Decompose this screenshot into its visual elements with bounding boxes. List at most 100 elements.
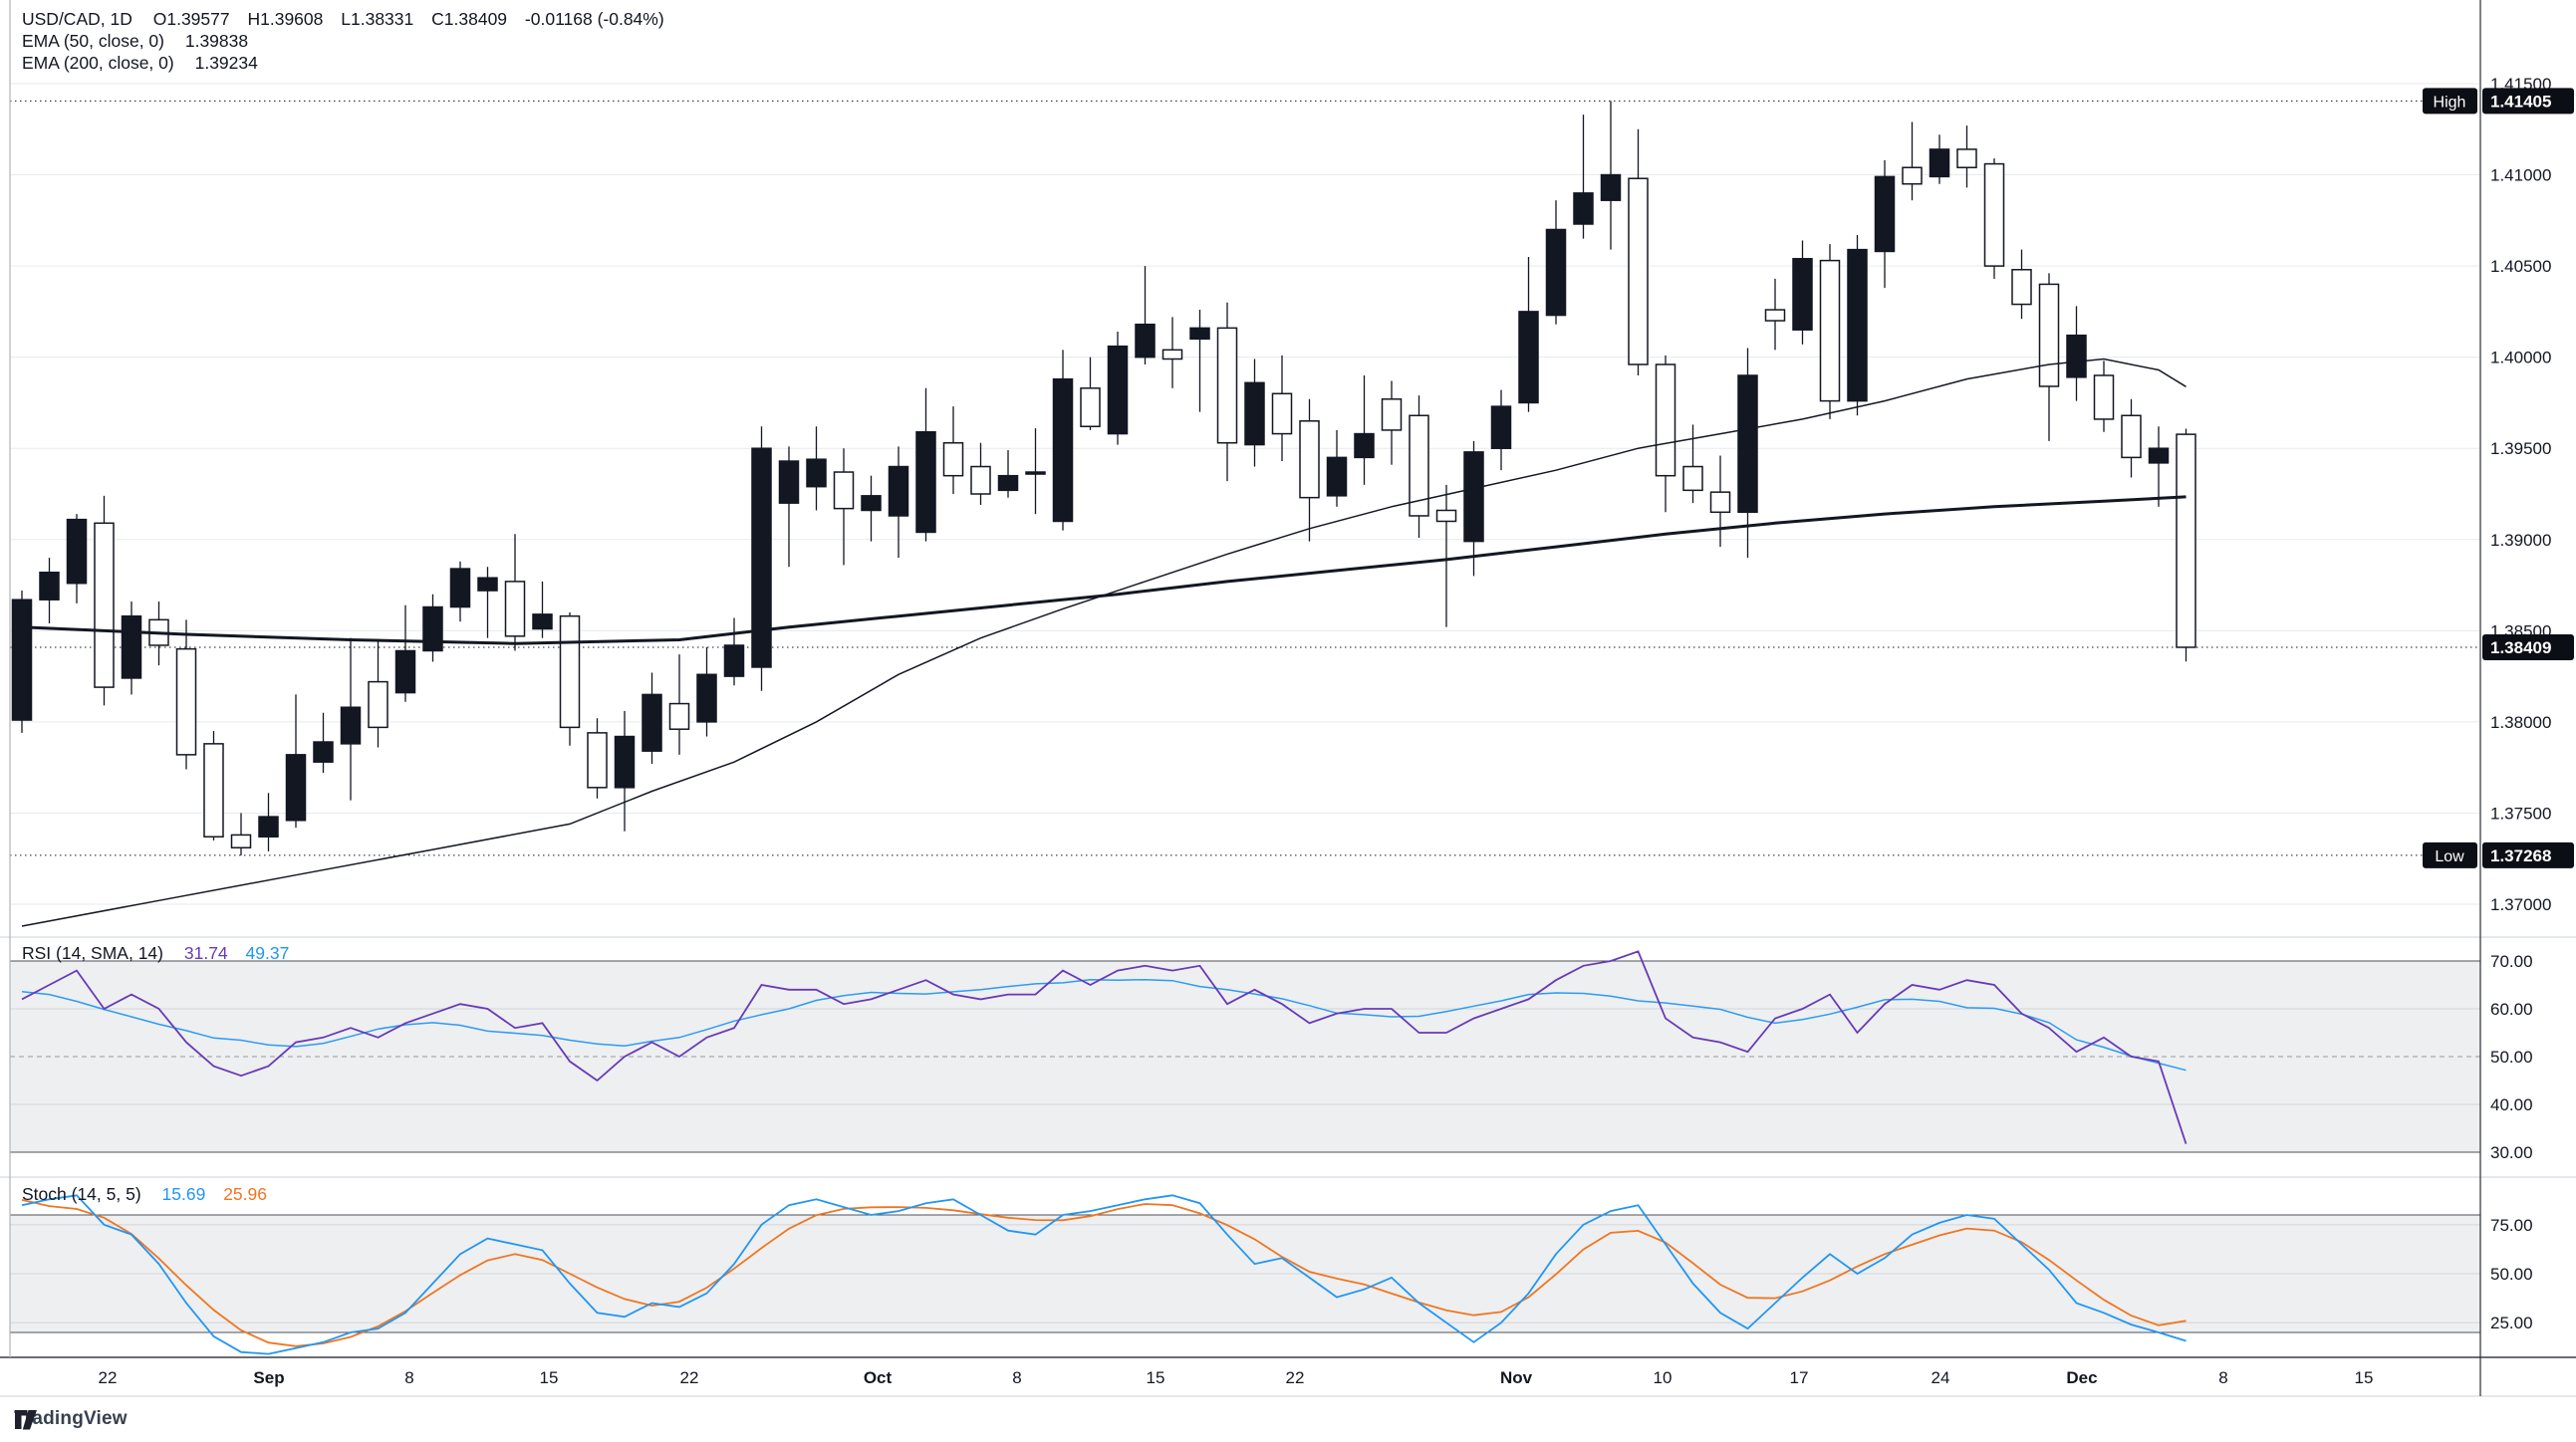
svg-text:15: 15 [2355, 1368, 2374, 1387]
rsi-pane[interactable] [10, 960, 2480, 1153]
svg-text:17: 17 [1790, 1368, 1809, 1387]
candle-49 [1354, 432, 1375, 459]
svg-text:15: 15 [540, 1368, 559, 1387]
stoch-d-line[interactable] [21, 1199, 2187, 1347]
candle-55 [1518, 311, 1539, 404]
svg-text:1.39000: 1.39000 [2490, 531, 2551, 550]
svg-text:30.00: 30.00 [2490, 1143, 2533, 1162]
candle-18 [504, 581, 526, 637]
stoch-legend[interactable]: Stoch (14, 5, 5) 15.69 25.96 [22, 1183, 280, 1205]
svg-text:Sep: Sep [253, 1368, 284, 1387]
candle-75 [2066, 334, 2087, 378]
candle-28 [778, 460, 800, 504]
candle-2 [66, 518, 88, 585]
svg-text:1.37268: 1.37268 [2490, 846, 2551, 865]
candle-35 [970, 465, 991, 495]
svg-text:8: 8 [2218, 1368, 2227, 1387]
rsi-legend[interactable]: RSI (14, SMA, 14) 31.74 49.37 [22, 942, 302, 964]
svg-text:10: 10 [1654, 1368, 1673, 1387]
candle-14 [394, 649, 416, 694]
svg-text:1.41000: 1.41000 [2490, 166, 2551, 185]
ohlc-high: H1.39608 [247, 9, 324, 29]
candle-46 [1271, 392, 1293, 435]
candle-73 [2011, 269, 2032, 306]
candle-10 [285, 754, 307, 822]
candle-71 [1956, 148, 1977, 168]
svg-text:Low: Low [2435, 848, 2464, 865]
candle-48 [1326, 456, 1348, 497]
ema50-value: 1.39838 [184, 31, 249, 51]
candle-16 [449, 568, 471, 608]
svg-text:15: 15 [1147, 1368, 1165, 1387]
ema50-legend[interactable]: EMA (50, close, 0) 1.39838 [22, 30, 261, 52]
price-axis[interactable]: 1.415001.410001.405001.400001.395001.390… [2423, 75, 2574, 1332]
candle-3 [94, 522, 115, 688]
candle-19 [532, 613, 553, 630]
low-badge: Low 1.37268 [2423, 841, 2574, 868]
candlestick-series[interactable] [11, 101, 2196, 855]
ema200-line[interactable] [21, 495, 2187, 645]
ema200-label: EMA (200, close, 0) [22, 53, 174, 73]
svg-text:1.40500: 1.40500 [2490, 257, 2551, 276]
candle-76 [2093, 374, 2115, 420]
svg-text:1.38409: 1.38409 [2490, 638, 2551, 657]
candle-74 [2038, 283, 2060, 387]
svg-text:70.00: 70.00 [2490, 952, 2533, 971]
candle-47 [1299, 420, 1320, 499]
tradingview-watermark[interactable]: TradingView [14, 1408, 128, 1430]
svg-text:8: 8 [1012, 1368, 1021, 1387]
pane-separators[interactable] [0, 0, 2576, 1397]
time-axis[interactable]: 22 Sep 8 15 22 Oct 8 15 22 Nov 10 17 24 Dec 8 15 [99, 1368, 2374, 1387]
rsi-label: RSI (14, SMA, 14) [22, 943, 163, 963]
candle-67 [1847, 248, 1868, 402]
watermark-text: TradingView [14, 1408, 128, 1429]
svg-text:22: 22 [99, 1368, 118, 1387]
candle-32 [888, 465, 909, 517]
candle-45 [1244, 381, 1265, 446]
svg-text:Oct: Oct [864, 1368, 893, 1387]
ema50-line[interactable] [21, 358, 2187, 927]
candle-23 [642, 693, 662, 752]
ema200-legend[interactable]: EMA (200, close, 0) 1.39234 [22, 52, 271, 74]
high-badge: High 1.41405 [2423, 88, 2574, 115]
candle-53 [1463, 451, 1484, 543]
ohlc-open: O1.39577 [152, 9, 230, 29]
candle-52 [1435, 509, 1457, 523]
candle-4 [121, 614, 142, 679]
candle-12 [340, 706, 362, 745]
rsi-line[interactable] [21, 950, 2188, 1144]
candle-17 [477, 577, 498, 592]
candle-39 [1080, 387, 1101, 427]
candle-37 [1025, 471, 1046, 475]
candle-26 [723, 644, 745, 677]
candle-43 [1189, 327, 1210, 341]
last-price-badge: 1.38409 [2482, 633, 2574, 660]
candle-51 [1409, 414, 1429, 517]
ema50-label: EMA (50, close, 0) [22, 31, 164, 51]
symbol-legend[interactable]: USD/CAD, 1D O1.39577 H1.39608 L1.38331 C… [22, 8, 677, 30]
candle-30 [833, 471, 855, 510]
svg-text:50.00: 50.00 [2490, 1265, 2533, 1284]
ohlc-low: L1.38331 [341, 9, 414, 29]
candle-59 [1628, 177, 1649, 365]
candle-65 [1792, 258, 1813, 331]
candle-8 [230, 834, 252, 848]
candle-60 [1655, 363, 1676, 477]
stoch-k-line[interactable] [21, 1194, 2187, 1355]
symbol-title: USD/CAD, 1D [22, 9, 132, 29]
stoch-k-value: 15.69 [161, 1184, 206, 1204]
rsi-sma-line[interactable] [21, 978, 2187, 1072]
ohlc-close: C1.38409 [431, 9, 508, 29]
svg-text:1.39500: 1.39500 [2490, 439, 2551, 458]
candle-1 [39, 571, 60, 601]
candle-42 [1161, 349, 1183, 360]
svg-text:1.41405: 1.41405 [2490, 92, 2551, 111]
svg-text:1.40000: 1.40000 [2490, 349, 2551, 367]
candle-36 [997, 474, 1019, 492]
candle-50 [1381, 398, 1403, 431]
svg-text:75.00: 75.00 [2490, 1216, 2533, 1235]
svg-text:1.38000: 1.38000 [2490, 713, 2551, 732]
ema200-value: 1.39234 [194, 53, 258, 73]
svg-text:Dec: Dec [2066, 1368, 2097, 1387]
